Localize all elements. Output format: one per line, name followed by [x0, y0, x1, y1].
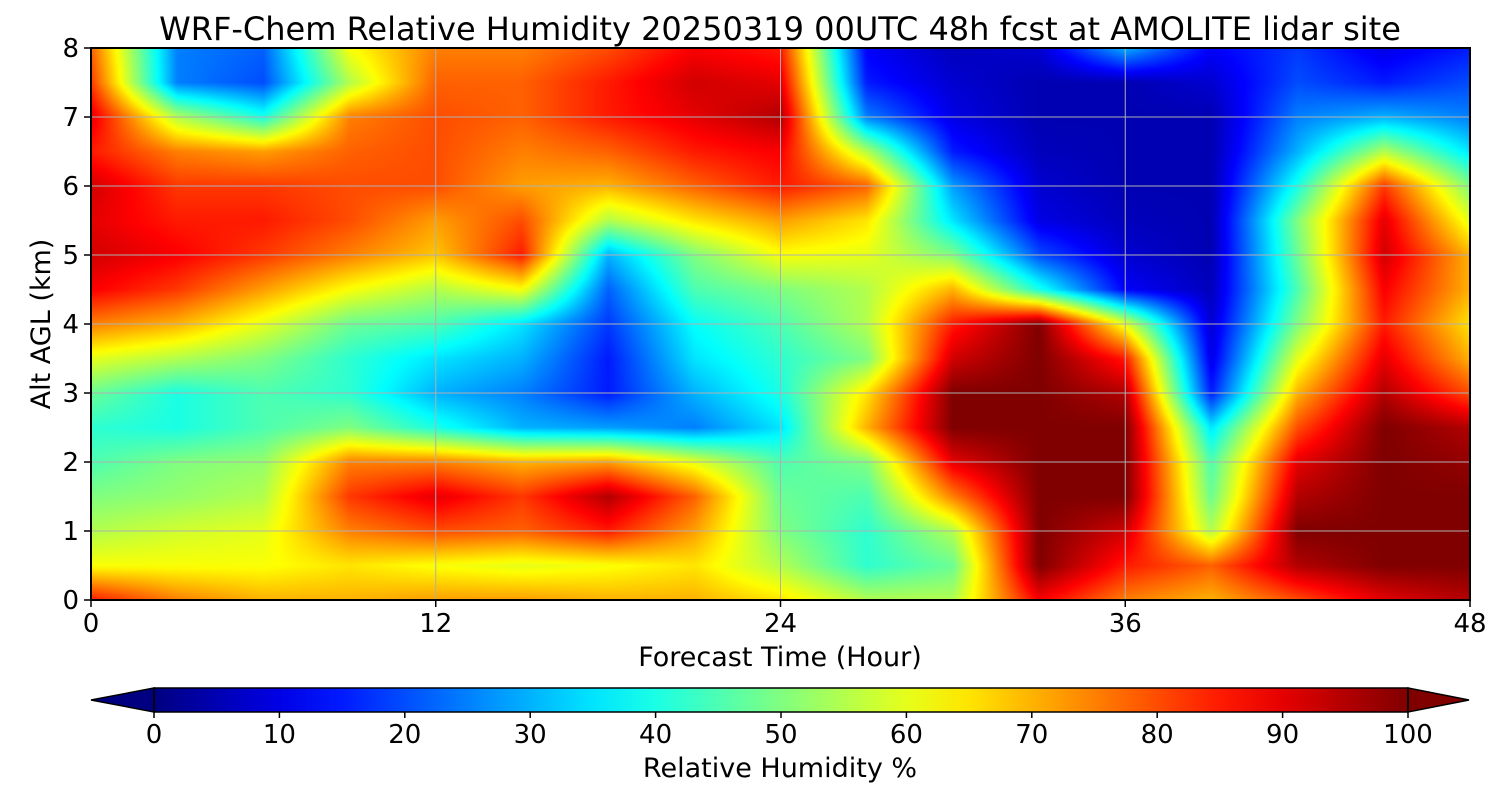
y-axis: 0 1 2 3 4 5 6 7 8 [62, 34, 91, 616]
colorbar-tick-label: 40 [639, 720, 672, 750]
colorbar-tick-label: 0 [146, 720, 163, 750]
x-tick-label: 36 [1109, 609, 1142, 639]
x-tick-label: 0 [83, 609, 100, 639]
x-tick-label: 12 [419, 609, 452, 639]
y-tick-label: 1 [62, 517, 79, 547]
y-axis-label: Alt AGL (km) [26, 239, 57, 410]
chart-title: WRF-Chem Relative Humidity 20250319 00UT… [159, 10, 1401, 48]
y-tick-label: 5 [62, 241, 79, 271]
colorbar-tick-label: 50 [764, 720, 797, 750]
colorbar-tick-label: 10 [263, 720, 296, 750]
colorbar-label: Relative Humidity % [643, 753, 917, 784]
colorbar-tick-label: 70 [1015, 720, 1048, 750]
x-tick-label: 24 [764, 609, 797, 639]
colorbar-ticks: 0 10 20 30 40 50 60 70 80 90 100 [146, 712, 1433, 750]
colorbar-gradient [154, 688, 1408, 712]
y-tick-label: 4 [62, 310, 79, 340]
y-tick-label: 6 [62, 172, 79, 202]
colorbar: 0 10 20 30 40 50 60 70 80 90 100 Relative Humidity… [90, 687, 1470, 784]
y-tick-label: 8 [62, 34, 79, 64]
x-axis: 0 12 24 36 48 [83, 600, 1487, 639]
colorbar-extend-low [90, 687, 155, 713]
colorbar-tick-label: 20 [388, 720, 421, 750]
colorbar-tick-label: 100 [1383, 720, 1433, 750]
colorbar-tick-label: 30 [514, 720, 547, 750]
colorbar-extend-high [1407, 687, 1470, 713]
colorbar-tick-label: 90 [1266, 720, 1299, 750]
y-tick-label: 2 [62, 448, 79, 478]
y-tick-label: 7 [62, 103, 79, 133]
y-tick-label: 0 [62, 586, 79, 616]
x-tick-label: 48 [1453, 609, 1486, 639]
x-axis-label: Forecast Time (Hour) [638, 642, 922, 673]
colorbar-tick-label: 80 [1141, 720, 1174, 750]
colorbar-tick-label: 60 [890, 720, 923, 750]
y-tick-label: 3 [62, 379, 79, 409]
